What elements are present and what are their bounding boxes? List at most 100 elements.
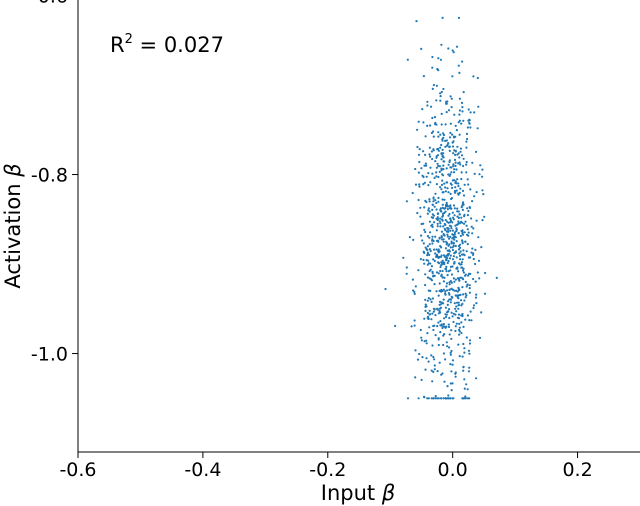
scatter-point <box>422 250 425 253</box>
scatter-point <box>438 300 442 303</box>
scatter-point <box>463 213 466 216</box>
scatter-point <box>466 314 469 317</box>
scatter-point <box>417 153 421 156</box>
scatter-point <box>450 171 453 174</box>
scatter-point <box>417 198 420 202</box>
scatter-point <box>471 161 474 164</box>
scatter-point <box>478 173 481 176</box>
scatter-point <box>435 171 438 174</box>
scatter-point <box>439 222 442 225</box>
scatter-point <box>457 220 460 223</box>
scatter-point <box>456 178 459 181</box>
scatter-point <box>457 121 460 124</box>
scatter-point <box>439 95 442 98</box>
scatter-point <box>465 250 468 253</box>
scatter-point <box>454 371 457 374</box>
scatter-point <box>451 75 454 78</box>
scatter-point <box>481 168 484 171</box>
scatter-point <box>429 124 432 127</box>
scatter-point <box>468 397 471 400</box>
scatter-point <box>450 106 453 109</box>
scatter-point <box>462 342 465 346</box>
scatter-point <box>433 364 436 367</box>
scatter-point <box>447 325 451 329</box>
scatter-point <box>426 332 429 335</box>
scatter-point <box>449 131 452 134</box>
scatter-point <box>445 230 448 233</box>
scatter-point <box>465 285 468 288</box>
scatter-point <box>470 319 473 322</box>
scatter-point <box>426 212 429 215</box>
scatter-point <box>454 164 457 167</box>
scatter-point <box>439 133 442 136</box>
scatter-point <box>475 219 478 222</box>
scatter-point <box>443 380 446 383</box>
scatter-point <box>466 178 469 181</box>
scatter-point <box>467 349 471 352</box>
scatter-point <box>453 231 456 234</box>
scatter-point <box>421 108 424 111</box>
scatter-point <box>443 182 446 185</box>
scatter-point <box>457 297 460 300</box>
x-tick-label: -0.2 <box>309 459 346 481</box>
scatter-point <box>445 243 448 246</box>
scatter-point <box>433 248 436 251</box>
scatter-point <box>405 272 408 275</box>
scatter-point <box>459 150 462 153</box>
scatter-point <box>434 314 437 317</box>
scatter-point <box>450 183 453 186</box>
scatter-point <box>433 116 437 119</box>
scatter-point <box>411 278 414 281</box>
scatter-point <box>428 248 431 251</box>
scatter-point <box>431 216 435 219</box>
scatter-point <box>449 353 452 356</box>
scatter-point <box>418 185 421 188</box>
scatter-point <box>444 258 448 261</box>
scatter-point <box>477 105 480 108</box>
scatter-point <box>451 49 454 52</box>
scatter-point <box>445 201 448 204</box>
scatter-point <box>437 248 440 251</box>
scatter-point <box>470 217 473 220</box>
scatter-point <box>445 270 448 273</box>
scatter-point <box>450 389 453 392</box>
scatter-point <box>457 232 460 235</box>
scatter-point <box>447 300 450 303</box>
scatter-point <box>444 293 447 296</box>
scatter-point <box>458 113 461 116</box>
scatter-point <box>444 267 447 270</box>
scatter-point <box>432 149 435 152</box>
scatter-point <box>439 208 442 211</box>
scatter-point <box>437 196 440 199</box>
scatter-point <box>428 313 431 316</box>
scatter-point <box>431 270 434 273</box>
scatter-point <box>416 145 419 149</box>
scatter-point <box>476 76 479 80</box>
x-ticks: -0.6 -0.4 -0.2 0.0 0.2 <box>59 452 593 481</box>
scatter-point <box>451 133 454 136</box>
scatter-point <box>434 397 437 400</box>
scatter-point <box>443 234 446 237</box>
scatter-point <box>427 360 430 363</box>
scatter-point <box>430 150 433 153</box>
scatter-point <box>435 255 438 258</box>
scatter-point <box>455 256 458 259</box>
scatter-point <box>461 189 465 192</box>
scatter-point <box>441 206 444 209</box>
scatter-point <box>446 385 449 388</box>
scatter-point <box>461 60 464 63</box>
scatter-point <box>424 298 427 301</box>
scatter-point <box>450 227 453 230</box>
y-tick-label: -0.6 <box>31 0 68 8</box>
scatter-point <box>464 296 467 299</box>
scatter-point <box>439 311 442 314</box>
scatter-point <box>433 274 436 277</box>
scatter-point <box>447 292 451 295</box>
scatter-point <box>420 167 423 170</box>
scatter-point <box>424 153 427 156</box>
scatter-point <box>463 351 466 354</box>
scatter-point <box>495 276 498 279</box>
scatter-point <box>442 132 445 135</box>
scatter-point <box>424 283 427 287</box>
scatter-point <box>464 280 467 283</box>
